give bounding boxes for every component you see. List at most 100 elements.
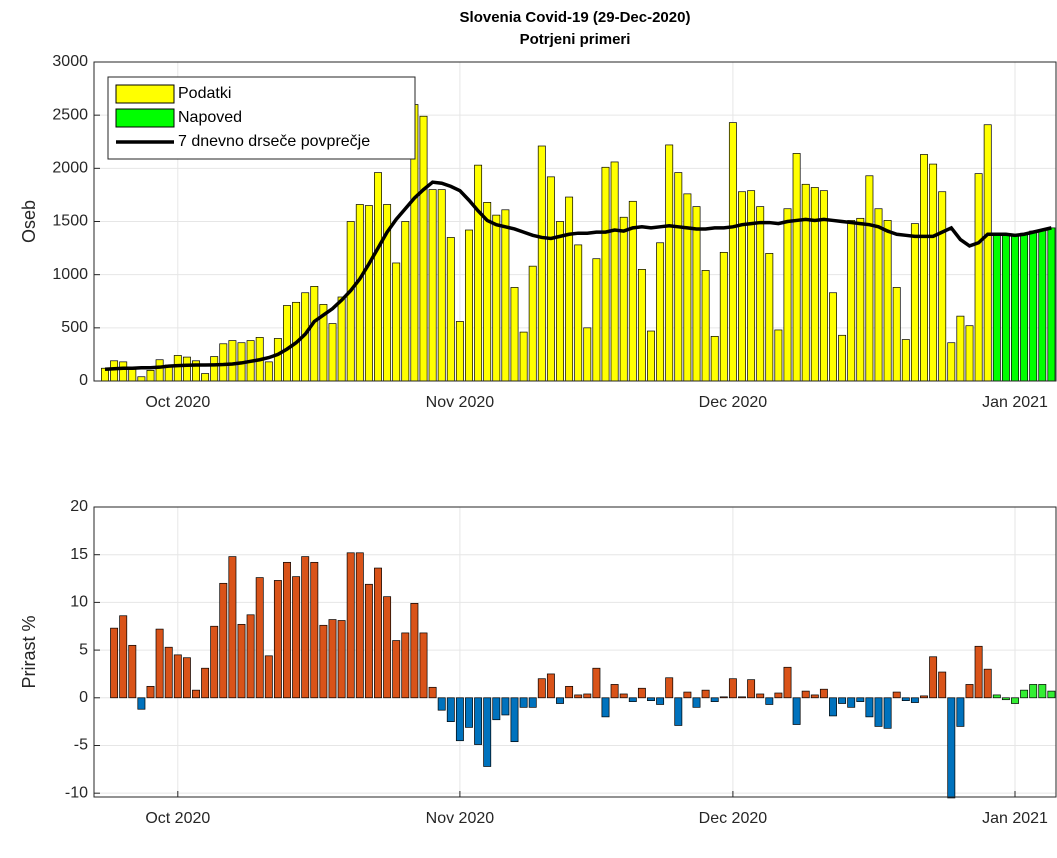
bar bbox=[155, 359, 164, 382]
bar bbox=[310, 286, 319, 382]
bar bbox=[519, 697, 528, 708]
bar bbox=[219, 343, 228, 382]
bar bbox=[783, 666, 792, 699]
bar bbox=[810, 694, 819, 699]
y-tick-label: 1000 bbox=[52, 266, 88, 283]
bar bbox=[510, 287, 519, 382]
bar bbox=[728, 678, 737, 699]
bar bbox=[592, 667, 601, 699]
bar bbox=[255, 577, 264, 699]
bar bbox=[619, 693, 628, 699]
x-tick-label: Oct 2020 bbox=[145, 810, 210, 827]
bar bbox=[910, 697, 919, 703]
bar bbox=[792, 697, 801, 725]
bar bbox=[774, 692, 783, 699]
legend-label: 7 dnevno drseče povprečje bbox=[178, 133, 370, 150]
bar bbox=[628, 697, 637, 702]
bar bbox=[1029, 684, 1038, 699]
bar bbox=[610, 684, 619, 699]
bar bbox=[865, 175, 874, 382]
bar bbox=[701, 270, 710, 382]
bar bbox=[565, 196, 574, 382]
bar bbox=[137, 376, 146, 382]
average-line bbox=[104, 180, 1052, 372]
bar bbox=[956, 697, 965, 727]
bar bbox=[883, 220, 892, 382]
bar bbox=[692, 206, 701, 382]
bar bbox=[182, 657, 191, 699]
bar bbox=[492, 214, 501, 382]
bar bbox=[355, 552, 364, 699]
bar bbox=[838, 334, 847, 382]
bar bbox=[838, 697, 847, 704]
bar bbox=[455, 697, 464, 742]
bar bbox=[428, 686, 437, 699]
bar bbox=[401, 632, 410, 699]
bar bbox=[446, 237, 455, 382]
bar bbox=[455, 321, 464, 382]
bar bbox=[146, 370, 155, 382]
bar bbox=[965, 684, 974, 699]
bar bbox=[210, 625, 219, 699]
bar bbox=[656, 697, 665, 705]
bar bbox=[283, 305, 291, 382]
bar bbox=[383, 596, 392, 699]
chart-title: Slovenia Covid-19 (29-Dec-2020) bbox=[460, 9, 691, 26]
y-tick-label: 2500 bbox=[52, 106, 88, 123]
bar bbox=[674, 697, 683, 726]
bar bbox=[1001, 697, 1010, 701]
bar bbox=[747, 679, 756, 699]
y-tick-label: 15 bbox=[70, 546, 88, 563]
bar bbox=[610, 161, 619, 382]
x-tick-label: Jan 2021 bbox=[982, 810, 1048, 827]
bar bbox=[683, 691, 692, 699]
bar bbox=[228, 340, 237, 382]
bar bbox=[983, 124, 992, 382]
legend-swatch bbox=[115, 108, 175, 128]
chart-subtitle: Potrjeni primeri bbox=[520, 31, 631, 48]
bar bbox=[1047, 690, 1056, 699]
bar bbox=[483, 697, 492, 767]
legend-label: Podatki bbox=[178, 85, 231, 102]
bar bbox=[574, 244, 583, 382]
bar bbox=[537, 678, 546, 699]
bar bbox=[920, 695, 928, 699]
bar bbox=[710, 335, 719, 382]
y-tick-label: 1500 bbox=[52, 213, 88, 230]
bar bbox=[738, 696, 746, 699]
bar bbox=[829, 292, 837, 382]
bar bbox=[110, 627, 119, 699]
bar bbox=[1038, 684, 1047, 699]
bar bbox=[128, 644, 137, 699]
bar bbox=[528, 697, 537, 708]
bar bbox=[1047, 227, 1056, 382]
x-tick-label: Oct 2020 bbox=[145, 394, 210, 411]
bar bbox=[992, 233, 1001, 382]
bar bbox=[947, 697, 956, 799]
bar bbox=[756, 206, 765, 382]
bar bbox=[474, 697, 483, 745]
bar bbox=[155, 628, 164, 699]
bar bbox=[565, 685, 574, 699]
bar bbox=[492, 697, 501, 721]
bar bbox=[219, 582, 228, 699]
bar bbox=[328, 619, 337, 699]
bar bbox=[783, 208, 792, 382]
bar bbox=[337, 620, 346, 699]
bar bbox=[164, 646, 173, 699]
y-tick-label: 10 bbox=[70, 594, 88, 611]
y-tick-label: 20 bbox=[70, 498, 88, 515]
y-tick-label: -5 bbox=[74, 737, 88, 754]
bar bbox=[137, 697, 146, 710]
bar bbox=[747, 190, 756, 382]
bar bbox=[665, 144, 674, 382]
bar bbox=[301, 556, 310, 699]
bar bbox=[647, 697, 655, 702]
bar bbox=[765, 253, 774, 382]
bar bbox=[710, 697, 719, 702]
bar bbox=[419, 115, 428, 382]
bar bbox=[556, 221, 564, 382]
bar bbox=[546, 176, 555, 382]
bar bbox=[738, 191, 746, 382]
